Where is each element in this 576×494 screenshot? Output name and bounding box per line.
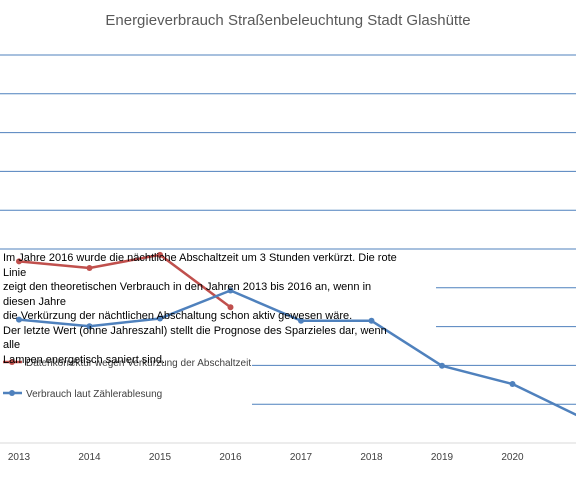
legend-marker-series-0: [9, 359, 15, 365]
data-point-series-1: [86, 323, 93, 330]
annotation-line: Lampen energetisch saniert sind.: [3, 353, 166, 366]
legend-label-series-1: Verbrauch laut Zählerablesung: [26, 389, 162, 400]
annotation-line: Der letzte Wert (ohne Jahreszahl) stellt…: [3, 324, 387, 352]
x-tick-label: 2018: [360, 452, 383, 463]
gridlines: [0, 54, 576, 444]
data-point-series-0: [157, 251, 163, 258]
x-tick-label: 2016: [219, 452, 242, 463]
x-tick-label: 2020: [501, 452, 524, 463]
legend-label-series-0: Datenkorrektur wegen Verkürzung der Absc…: [26, 358, 251, 369]
data-point-series-0: [86, 265, 93, 272]
legend-marker-series-1: [9, 390, 15, 396]
data-point-series-1: [439, 362, 445, 369]
annotation-line: zeigt den theoretischen Verbrauch in den…: [3, 281, 372, 308]
series-lines: [16, 251, 576, 417]
x-tick-label: 2015: [149, 452, 172, 463]
annotation-line: die Verkürzung der nächtlichen Abschaltu…: [3, 310, 353, 322]
annotation-note: Im Jahre 2016 wurde die nächtliche Absch…: [3, 251, 403, 367]
data-point-series-1: [368, 317, 375, 324]
x-tick-label: 2013: [8, 452, 31, 463]
x-tick-label: 2014: [78, 452, 101, 463]
chart-title: Energieverbrauch Straßenbeleuchtung Stad…: [105, 12, 470, 29]
x-tick-label: 2019: [431, 452, 454, 463]
data-point-series-1: [157, 315, 163, 322]
legend: Datenkorrektur wegen Verkürzung der Absc…: [3, 358, 251, 400]
data-point-series-1: [298, 317, 304, 324]
data-point-series-0: [227, 304, 234, 311]
data-point-series-1: [16, 316, 22, 323]
data-point-series-0: [16, 258, 22, 265]
series-line-0: [18, 253, 232, 309]
data-point-series-1: [509, 381, 516, 388]
x-tick-label: 2017: [290, 452, 313, 463]
data-point-series-1: [227, 287, 234, 294]
x-axis-tick-labels: 2013 2014 2015 2016 2017 2018 2019 2020: [8, 452, 524, 463]
annotation-line: Im Jahre 2016 wurde die nächtliche Absch…: [3, 252, 397, 279]
